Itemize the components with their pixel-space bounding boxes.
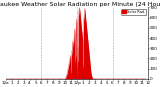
Legend: Solar Rad.: Solar Rad. xyxy=(121,9,146,15)
Title: Milwaukee Weather Solar Radiation per Minute (24 Hours): Milwaukee Weather Solar Radiation per Mi… xyxy=(0,2,160,7)
